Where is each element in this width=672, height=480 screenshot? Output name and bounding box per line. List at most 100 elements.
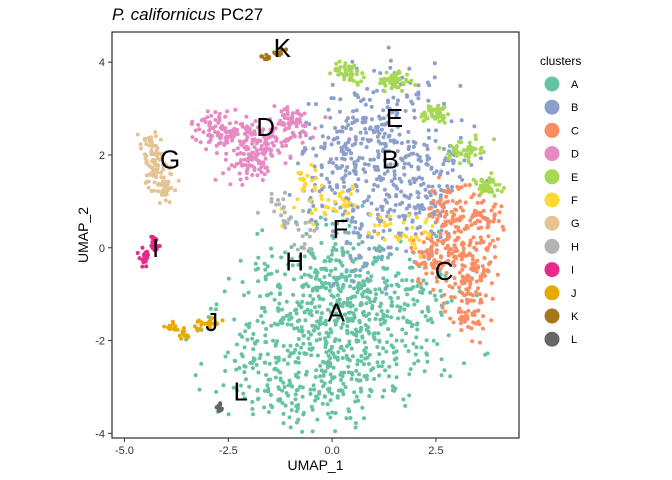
point-B <box>383 286 388 291</box>
point-D <box>208 138 213 142</box>
point-G <box>169 186 174 190</box>
point-B <box>388 138 393 143</box>
point-E <box>386 76 391 81</box>
point-D <box>235 132 240 136</box>
point-D <box>198 140 203 145</box>
point-B <box>416 195 421 200</box>
point-C <box>475 258 480 263</box>
point-B <box>428 193 433 198</box>
point-A <box>313 375 318 379</box>
point-A <box>376 364 381 369</box>
point-A <box>406 349 411 354</box>
legend-swatch-I <box>544 262 560 278</box>
point-B <box>442 101 447 106</box>
point-C <box>491 204 496 209</box>
point-B <box>412 180 417 185</box>
point-C <box>445 233 450 238</box>
point-B <box>378 178 383 183</box>
point-A <box>439 373 444 378</box>
point-A <box>262 261 267 266</box>
point-C <box>452 230 457 235</box>
point-G <box>160 189 165 194</box>
point-A <box>354 330 359 334</box>
point-D <box>243 131 247 136</box>
point-B <box>369 104 374 109</box>
point-A <box>354 394 359 399</box>
point-B <box>404 226 409 231</box>
point-B <box>379 127 384 132</box>
point-A <box>410 278 415 283</box>
point-D <box>218 136 223 140</box>
point-B <box>331 137 336 142</box>
point-A <box>385 314 390 319</box>
point-B <box>364 145 369 150</box>
point-A <box>315 417 320 422</box>
point-A <box>315 270 320 275</box>
point-A <box>278 319 283 324</box>
point-E <box>491 179 496 184</box>
point-B <box>384 163 389 168</box>
point-A <box>338 314 343 319</box>
point-E <box>354 72 359 77</box>
point-B <box>360 120 365 125</box>
point-A <box>318 315 323 320</box>
point-C <box>465 297 469 302</box>
point-B <box>388 162 393 167</box>
point-A <box>359 359 364 364</box>
point-A <box>262 405 267 410</box>
point-H <box>303 220 308 225</box>
point-C <box>429 246 434 251</box>
point-B <box>469 163 474 167</box>
cluster-label-J: J <box>205 307 218 337</box>
point-C <box>430 271 435 276</box>
point-C <box>475 200 480 205</box>
point-B <box>438 172 443 177</box>
point-E <box>384 70 389 75</box>
point-F <box>326 198 331 202</box>
point-K <box>264 52 269 57</box>
point-A <box>359 286 364 290</box>
point-A <box>308 387 313 392</box>
point-E <box>395 80 400 85</box>
point-A <box>334 311 339 316</box>
point-C <box>444 194 449 199</box>
legend-label-K: K <box>571 311 579 323</box>
point-B <box>450 168 455 173</box>
point-A <box>438 310 443 315</box>
point-F <box>331 206 336 211</box>
point-B <box>349 126 353 131</box>
point-B <box>393 203 398 207</box>
point-B <box>401 165 406 170</box>
point-B <box>363 102 368 107</box>
point-G <box>157 201 162 205</box>
point-E <box>435 110 439 115</box>
point-A <box>339 272 344 277</box>
point-C <box>470 215 475 220</box>
point-A <box>255 231 260 236</box>
point-A <box>281 344 286 348</box>
point-B <box>395 102 400 107</box>
point-B <box>422 207 427 211</box>
point-B <box>337 109 342 114</box>
point-C <box>484 268 489 273</box>
point-A <box>273 355 278 360</box>
point-D <box>273 126 278 131</box>
point-H <box>295 222 300 227</box>
point-A <box>266 272 271 277</box>
point-A <box>343 385 348 390</box>
point-B <box>366 162 371 167</box>
point-B <box>395 186 400 191</box>
point-E <box>478 151 483 156</box>
point-A <box>342 370 347 375</box>
point-D <box>298 134 303 139</box>
point-D <box>265 169 270 174</box>
point-G <box>139 146 143 151</box>
point-A <box>358 378 363 383</box>
point-C <box>467 183 472 187</box>
point-C <box>488 260 493 265</box>
point-B <box>343 168 348 173</box>
point-B <box>408 192 413 197</box>
point-A <box>251 347 256 352</box>
point-A <box>251 332 256 336</box>
point-I <box>152 247 157 252</box>
